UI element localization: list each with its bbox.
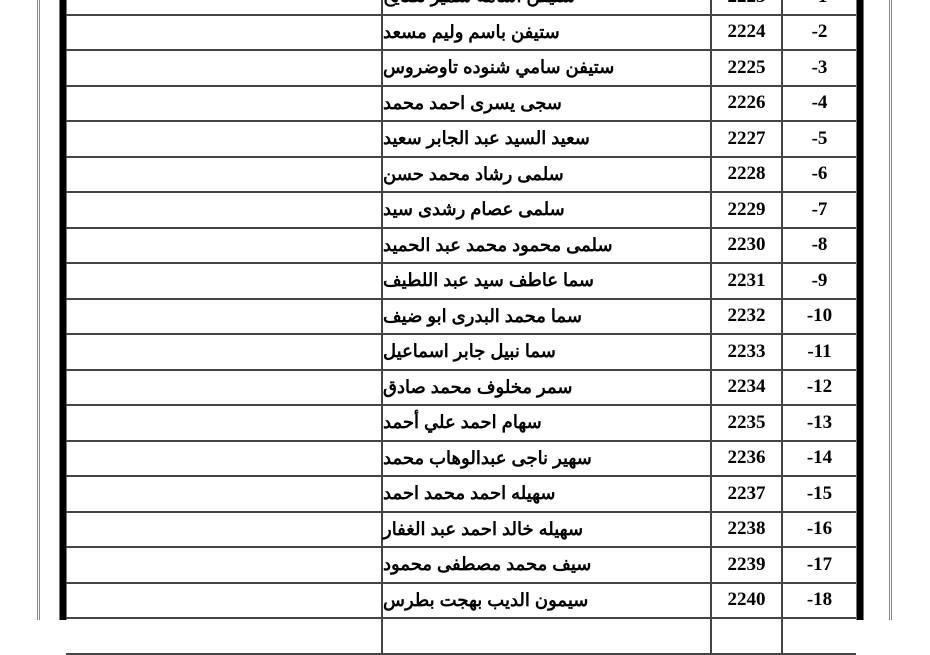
empty-cell [66, 512, 383, 546]
table-row: سهيله احمد محمد احمد 2237 -15 [66, 477, 856, 513]
empty-cell [66, 619, 383, 653]
student-name [383, 619, 712, 653]
student-name: سلمى محمود محمد عبد الحميد [383, 228, 712, 262]
student-code: 2238 [712, 512, 783, 546]
table-row: سما عاطف سيد عبد اللطيف 2231 -9 [66, 264, 856, 300]
page-border-right-thick [856, 0, 864, 620]
table-row: ستيفن باسم وليم مسعد 2224 -2 [66, 15, 856, 51]
table-row: سلمى عصام رشدى سيد 2229 -7 [66, 193, 856, 229]
table-row: ستيفن اسامه سمير نصايح2223-1 [66, 0, 856, 16]
table-row: ستيفن سامي شنوده تاوضروس 2225 -3 [66, 51, 856, 87]
student-name: سما نبيل جابر اسماعيل [383, 335, 712, 369]
student-name: ستيفن سامي شنوده تاوضروس [383, 51, 712, 85]
student-code: 2223 [712, 0, 783, 14]
student-code: 2230 [712, 228, 783, 262]
page-border-left-thin [37, 0, 40, 620]
empty-cell [66, 122, 383, 156]
empty-cell [66, 15, 383, 49]
student-code [712, 619, 783, 653]
row-index: -18 [806, 589, 833, 611]
row-index: -4 [811, 92, 828, 114]
student-code: 2233 [712, 335, 783, 369]
empty-cell [66, 406, 383, 440]
student-code: 2231 [712, 264, 783, 298]
student-code: 2224 [712, 15, 783, 49]
row-index: -5 [811, 127, 828, 149]
table-row: سيمون الديب بهجت بطرس 2240 -18 [66, 583, 856, 619]
row-index: -17 [806, 553, 833, 575]
student-name: سما محمد البدرى ابو ضيف [383, 299, 712, 333]
table-row: سما محمد البدرى ابو ضيف 2232 -10 [66, 299, 856, 335]
table-row: سهام احمد علي أحمد 2235 -13 [66, 406, 856, 442]
row-index: -13 [806, 411, 833, 433]
student-code: 2236 [712, 441, 783, 475]
empty-cell [66, 0, 383, 14]
empty-cell [66, 583, 383, 617]
table-row: سمر مخلوف محمد صادق 2234 -12 [66, 370, 856, 406]
student-code: 2232 [712, 299, 783, 333]
empty-cell [66, 228, 383, 262]
table-row: سجى يسرى احمد محمد 2226 -4 [66, 86, 856, 122]
row-index: -1 [783, 0, 856, 14]
row-index: -9 [811, 269, 828, 291]
student-table: ستيفن اسامه سمير نصايح2223-1ستيفن باسم و… [66, 0, 856, 655]
student-name: سهير ناجى عبدالوهاب محمد [383, 441, 712, 475]
empty-cell [66, 477, 383, 511]
student-name: سجى يسرى احمد محمد [383, 86, 712, 120]
student-name: سلمى رشاد محمد حسن [383, 157, 712, 191]
table-row [66, 619, 856, 655]
row-index: -15 [806, 482, 833, 504]
student-code: 2240 [712, 583, 783, 617]
row-index: -2 [811, 21, 828, 43]
table-row: سما نبيل جابر اسماعيل 2233 -11 [66, 335, 856, 371]
student-code: 2234 [712, 370, 783, 404]
student-name: ستيفن اسامه سمير نصايح [383, 0, 712, 14]
page-border-left-thick [59, 0, 67, 620]
table-row: سهير ناجى عبدالوهاب محمد 2236 -14 [66, 441, 856, 477]
student-name: سيف محمد مصطفى محمود [383, 548, 712, 582]
row-index: -14 [806, 447, 833, 469]
empty-cell [66, 441, 383, 475]
empty-cell [66, 335, 383, 369]
empty-cell [66, 157, 383, 191]
empty-cell [66, 86, 383, 120]
row-index: -7 [811, 198, 828, 220]
student-code: 2225 [712, 51, 783, 85]
student-code: 2235 [712, 406, 783, 440]
table-row: سهيله خالد احمد عبد الغفار 2238 -16 [66, 512, 856, 548]
student-name: ستيفن باسم وليم مسعد [383, 15, 712, 49]
student-name: سلمى عصام رشدى سيد [383, 193, 712, 227]
row-index: -10 [806, 305, 833, 327]
empty-cell [66, 299, 383, 333]
student-code: 2226 [712, 86, 783, 120]
student-code: 2227 [712, 122, 783, 156]
row-index: -8 [811, 234, 828, 256]
student-name: سعيد السيد عبد الجابر سعيد [383, 122, 712, 156]
student-code: 2228 [712, 157, 783, 191]
student-name: سما عاطف سيد عبد اللطيف [383, 264, 712, 298]
student-name: سهام احمد علي أحمد [383, 406, 712, 440]
student-name: سهيله احمد محمد احمد [383, 477, 712, 511]
student-name: سهيله خالد احمد عبد الغفار [383, 512, 712, 546]
table-row: سيف محمد مصطفى محمود 2239 -17 [66, 548, 856, 584]
row-index: -3 [811, 56, 828, 78]
row-index: -16 [806, 518, 833, 540]
table-row: سلمى محمود محمد عبد الحميد 2230 -8 [66, 228, 856, 264]
empty-cell [66, 370, 383, 404]
student-name: سمر مخلوف محمد صادق [383, 370, 712, 404]
table-row: سلمى رشاد محمد حسن 2228 -6 [66, 157, 856, 193]
table-row: سعيد السيد عبد الجابر سعيد 2227 -5 [66, 122, 856, 158]
empty-cell [66, 548, 383, 582]
empty-cell [66, 193, 383, 227]
empty-cell [66, 51, 383, 85]
page-border-right-thin [889, 0, 892, 620]
student-code: 2239 [712, 548, 783, 582]
row-index: -12 [806, 376, 833, 398]
row-index: -6 [811, 163, 828, 185]
row-index: -11 [807, 340, 832, 362]
student-name: سيمون الديب بهجت بطرس [383, 583, 712, 617]
student-code: 2229 [712, 193, 783, 227]
student-code: 2237 [712, 477, 783, 511]
empty-cell [66, 264, 383, 298]
